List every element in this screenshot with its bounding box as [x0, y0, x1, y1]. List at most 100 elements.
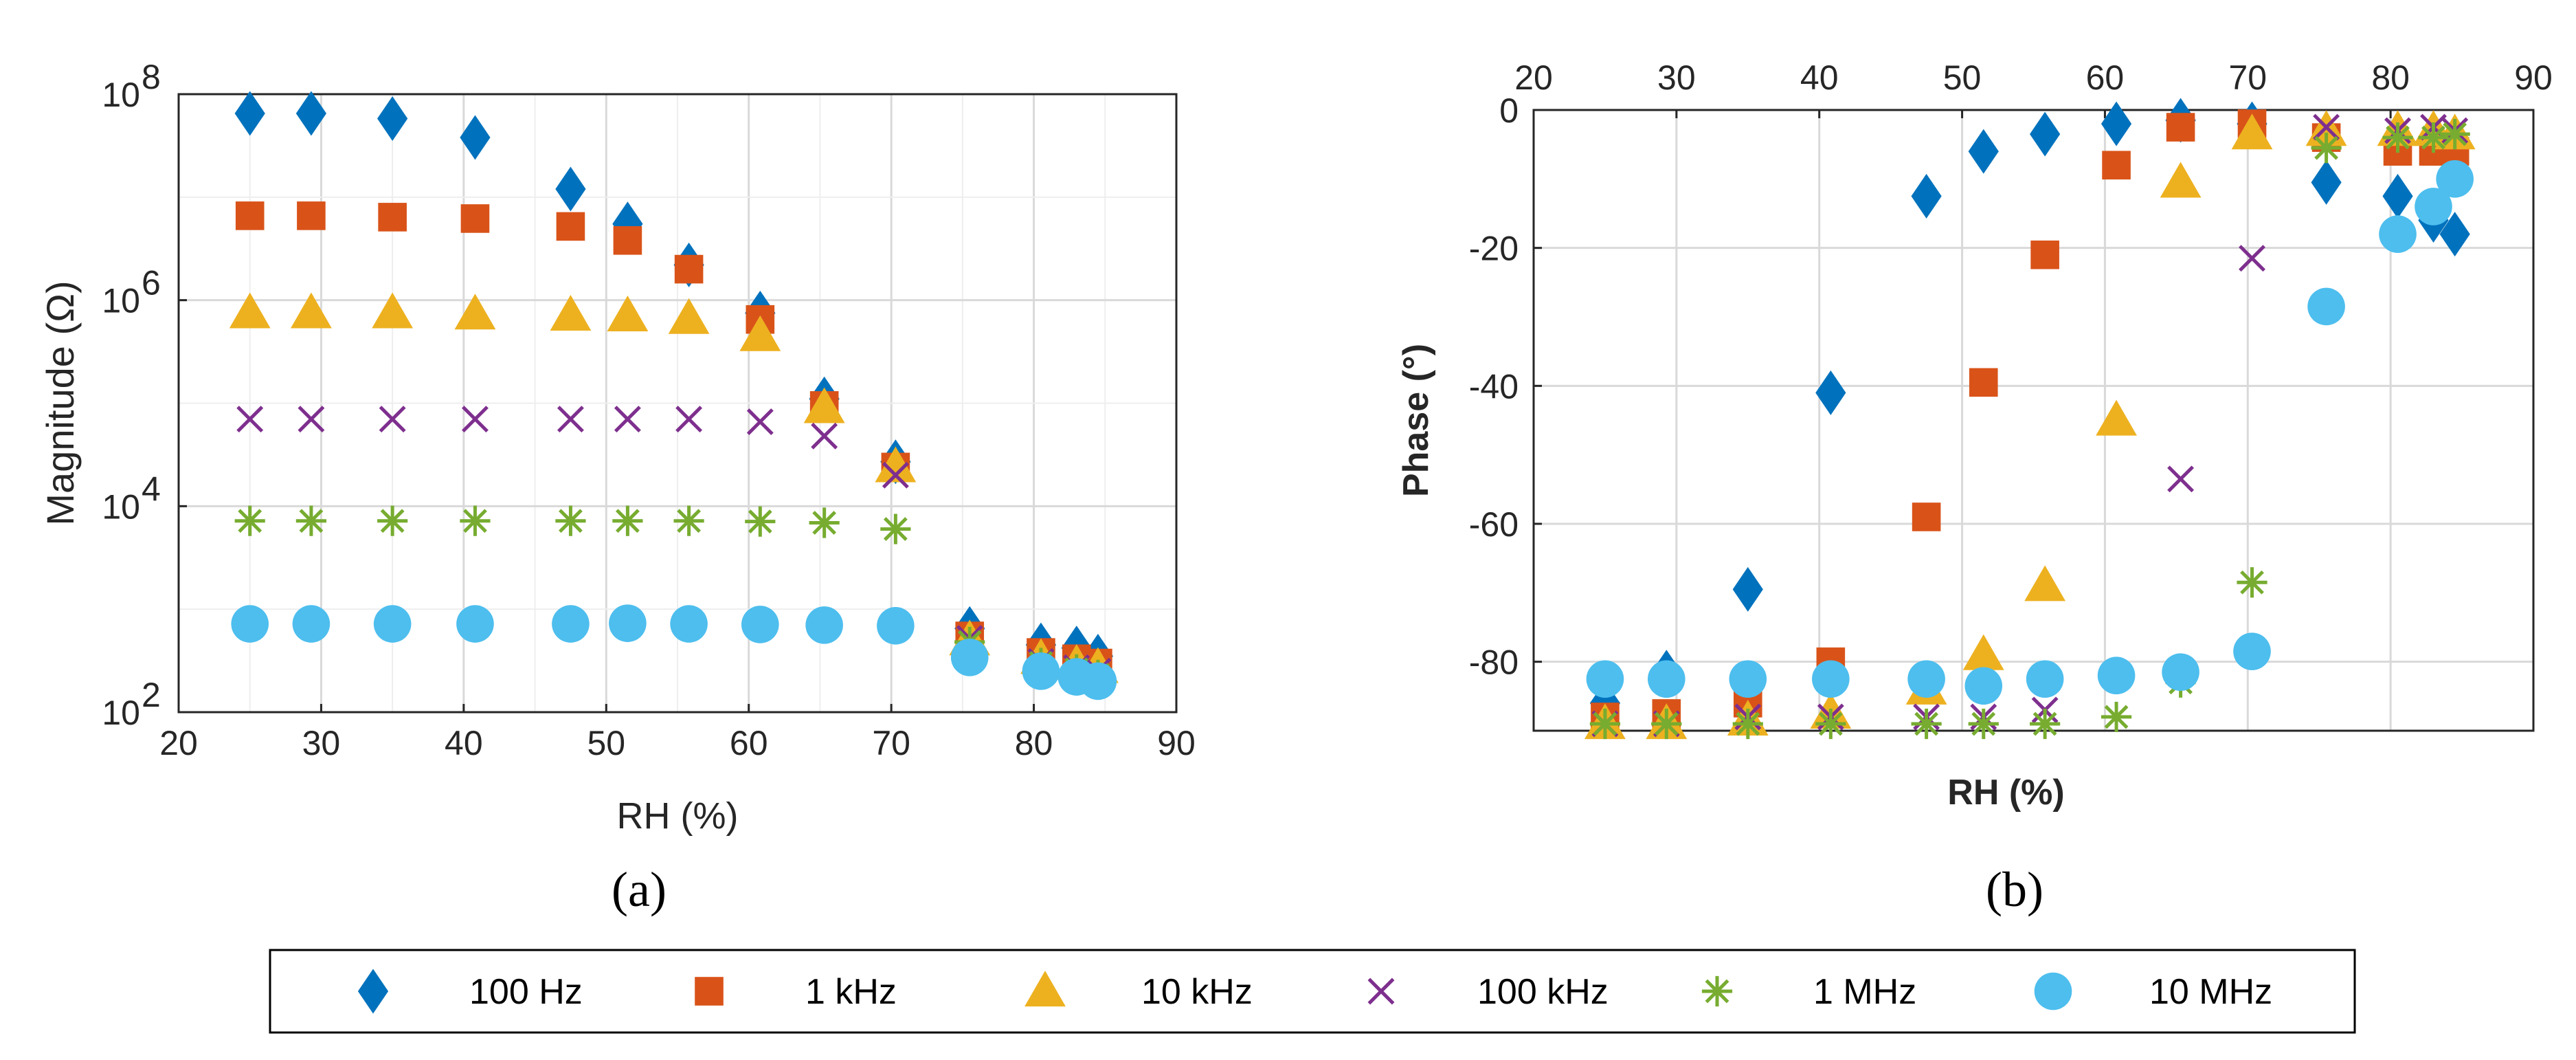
point-b-1-mhz — [2311, 133, 2342, 164]
y-tick-label: 10 — [102, 694, 140, 732]
point-a-1-mhz — [612, 505, 643, 536]
point-b-10-khz — [1962, 634, 2004, 670]
x-tick-label: 50 — [587, 724, 625, 762]
legend-label-1-khz: 1 kHz — [805, 972, 897, 1012]
point-b-10-mhz — [2026, 660, 2064, 698]
point-a-10-mhz — [292, 605, 331, 643]
point-b-10-khz — [2096, 399, 2137, 436]
x-axis-label-b: RH (%) — [1947, 773, 2064, 813]
point-b-10-mhz — [1907, 660, 1945, 698]
axes-box-a — [177, 93, 1178, 714]
point-a-10-mhz — [231, 605, 269, 643]
legend-marker-10-mhz-icon — [2034, 972, 2072, 1011]
y-tick-exponent: 4 — [142, 470, 161, 508]
legend-label-100-khz: 100 kHz — [1477, 972, 1609, 1012]
plot-area-b — [1534, 110, 2533, 731]
legend: 100 Hz 1 kHz 10 kHz 100 kHz 1 MHz 10 MHz — [269, 949, 2356, 1034]
point-b-10-khz — [2024, 565, 2066, 601]
point-b-10-mhz — [1648, 660, 1685, 698]
point-b-1-mhz — [1651, 708, 1682, 740]
point-a-100-hz — [555, 166, 586, 212]
point-a-10-khz — [668, 298, 710, 334]
point-a-10-khz — [739, 315, 781, 351]
x-tick-label: 80 — [2371, 58, 2410, 97]
x-tick-label: 40 — [445, 724, 483, 762]
point-a-10-mhz — [1079, 662, 1117, 700]
point-b-1-khz — [1969, 368, 1998, 397]
y-tick-label: 10 — [102, 282, 140, 320]
point-a-1-mhz — [377, 505, 408, 536]
legend-item-10-khz: 10 kHz — [1024, 971, 1253, 1012]
point-a-100-khz — [379, 406, 406, 433]
point-a-10-khz — [372, 292, 414, 329]
y-tick-label: 10 — [102, 76, 140, 114]
point-b-10-khz — [2231, 113, 2273, 150]
legend-label-10-khz: 10 kHz — [1141, 972, 1253, 1012]
point-a-100-khz — [614, 406, 641, 433]
y-tick-exponent: 2 — [142, 676, 161, 714]
point-a-1-khz — [556, 212, 585, 241]
x-tick-label: 90 — [2514, 58, 2553, 97]
point-b-100-hz — [2030, 111, 2061, 157]
point-a-1-mhz — [295, 505, 327, 536]
legend-label-100-hz: 100 Hz — [469, 972, 583, 1012]
y-tick-label: 0 — [1499, 91, 1519, 130]
point-a-10-mhz — [609, 604, 647, 642]
point-b-10-mhz — [2162, 653, 2199, 692]
legend-marker-100-khz-icon — [1367, 978, 1395, 1005]
point-a-10-khz — [291, 292, 332, 329]
point-a-1-mhz — [234, 505, 265, 536]
point-a-1-mhz — [460, 505, 491, 536]
point-a-100-hz — [460, 115, 491, 160]
legend-marker-1-mhz-icon — [1701, 975, 1733, 1007]
point-a-1-khz — [235, 201, 265, 230]
point-b-10-mhz — [2097, 656, 2136, 695]
point-b-1-mhz — [2418, 122, 2449, 153]
point-a-1-mhz — [880, 514, 911, 544]
point-a-100-hz — [377, 96, 408, 141]
point-a-10-mhz — [373, 605, 412, 643]
points-b — [1584, 98, 2476, 740]
point-b-1-mhz — [2101, 701, 2132, 733]
point-b-10-mhz — [1812, 660, 1850, 698]
point-a-10-khz — [454, 294, 496, 330]
legend-label-1-mhz: 1 MHz — [1813, 972, 1916, 1012]
point-a-100-hz — [295, 91, 327, 136]
points-a — [229, 91, 1119, 700]
point-b-1-mhz — [1815, 708, 1846, 740]
y-tick-label: 10 — [102, 487, 140, 526]
x-tick-label: 20 — [159, 724, 198, 762]
legend-marker-100-hz-icon — [357, 969, 389, 1014]
point-a-1-khz — [674, 254, 704, 284]
x-axis-label-a: RH (%) — [617, 795, 739, 837]
point-b-10-mhz — [1729, 660, 1767, 698]
axes-box-b — [1532, 109, 2535, 732]
point-b-10-mhz — [2307, 287, 2345, 326]
point-b-10-mhz — [2233, 632, 2271, 670]
point-a-10-mhz — [805, 606, 843, 644]
chart-b-phase: 20 30 40 50 60 70 80 90 -80 -60 -40 -20 0 RH (%) Phase… — [1396, 58, 2553, 813]
legend-item-1-khz: 1 kHz — [695, 972, 897, 1012]
point-a-100-khz — [746, 408, 774, 435]
point-a-100-khz — [882, 461, 909, 489]
point-b-1-mhz — [1589, 708, 1621, 740]
point-a-10-mhz — [741, 606, 779, 643]
point-b-1-mhz — [2439, 119, 2470, 150]
point-b-100-hz — [2439, 212, 2470, 257]
legend-item-100-khz: 100 kHz — [1367, 972, 1609, 1012]
point-b-1-mhz — [2030, 708, 2061, 740]
point-a-100-khz — [675, 406, 703, 433]
y-axis-label-a: Magnitude (Ω) — [38, 280, 82, 525]
point-a-1-mhz — [673, 505, 704, 536]
point-b-100-hz — [1911, 173, 1942, 219]
x-tick-label: 30 — [302, 724, 341, 762]
point-b-10-mhz — [2379, 215, 2417, 253]
point-b-1-mhz — [2382, 122, 2413, 153]
point-a-100-khz — [811, 422, 838, 450]
y-axis-label-b: Phase (°) — [1396, 344, 1436, 497]
point-b-100-khz — [2239, 245, 2265, 272]
point-b-1-mhz — [1732, 708, 1763, 740]
y-tick-exponent: 8 — [142, 58, 161, 96]
point-a-100-khz — [462, 406, 489, 433]
